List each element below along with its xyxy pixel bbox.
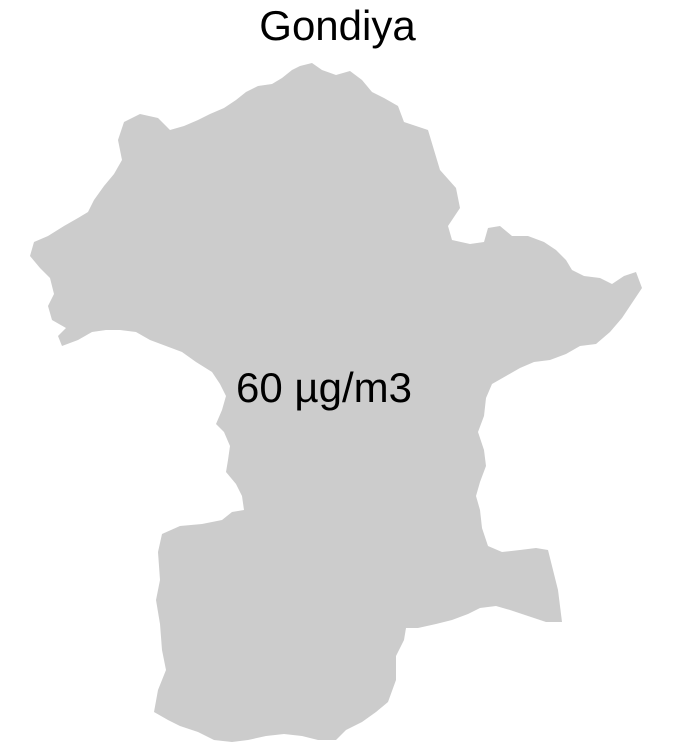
map-title: Gondiya	[259, 2, 416, 49]
district-shape[interactable]	[30, 63, 642, 742]
region-value-label: 60 µg/m3	[236, 364, 412, 411]
